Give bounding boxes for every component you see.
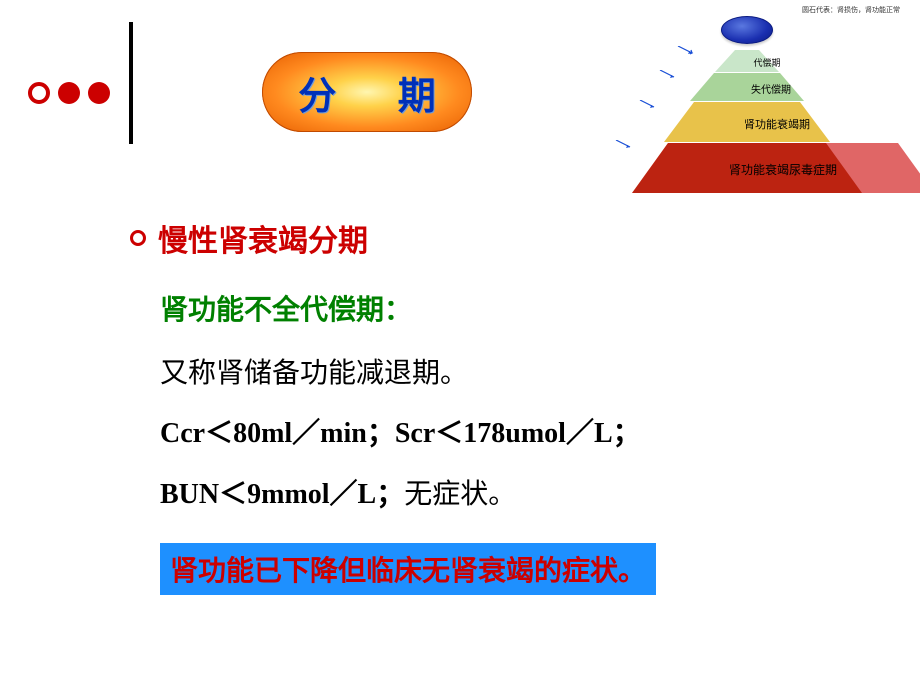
sub-heading: 肾功能不全代偿期： xyxy=(160,288,870,328)
dot-solid xyxy=(58,82,80,104)
dot-solid xyxy=(88,82,110,104)
body-line-2: Ccr＜80ml／min；Scr＜178umol／L； xyxy=(160,416,870,452)
content-block: 慢性肾衰竭分期 肾功能不全代偿期： 又称肾储备功能减退期。 Ccr＜80ml／m… xyxy=(130,216,870,595)
body-line-2b: BUN＜9mmol／L； xyxy=(160,479,404,510)
pyramid-level-1-label: 代偿期 xyxy=(715,56,819,69)
body-line-2a: Ccr＜80ml／min；Scr＜178umol／L； xyxy=(160,418,641,449)
pyramid-level-4-label: 肾功能衰竭尿毒症期 xyxy=(632,161,920,178)
pyramid-level-1: 代偿期 xyxy=(715,50,779,72)
body-line-2c: 无症状。 xyxy=(404,479,516,510)
decor-dots xyxy=(28,82,110,104)
pyramid-diagram: 圆石代表：肾损伤，肾功能正常 代偿期 失代偿期 肾功能衰竭期 肾功能衰竭尿毒症期 xyxy=(592,6,902,216)
arrow-icon xyxy=(638,100,656,110)
body-line-1: 又称肾储备功能减退期。 xyxy=(160,356,870,392)
heading-text: 慢性肾衰竭分期 xyxy=(158,216,368,260)
callout-box: 肾功能已下降但临床无肾衰竭的症状。 xyxy=(160,543,656,595)
pyramid-level-3-label: 肾功能衰竭期 xyxy=(664,116,890,132)
pyramid-top-note: 圆石代表：肾损伤，肾功能正常 xyxy=(802,6,902,14)
heading-row: 慢性肾衰竭分期 xyxy=(130,216,870,260)
arrow-icon xyxy=(676,46,694,56)
arrow-icon xyxy=(614,140,632,150)
slide-title-pill: 分 期 xyxy=(262,52,472,132)
pyramid-level-4: 肾功能衰竭尿毒症期 xyxy=(632,143,862,193)
body-line-3: BUN＜9mmol／L；无症状。 xyxy=(160,477,870,513)
ring-bullet-icon xyxy=(130,230,146,246)
pyramid-level-2: 失代偿期 xyxy=(690,73,804,101)
pyramid-top-oval xyxy=(721,16,773,44)
left-vertical-rule xyxy=(129,22,133,144)
pyramid-level-2-label: 失代偿期 xyxy=(690,81,852,96)
arrow-icon xyxy=(658,70,676,80)
dot-outline xyxy=(28,82,50,104)
pyramid-level-3: 肾功能衰竭期 xyxy=(664,102,830,142)
slide-title: 分 期 xyxy=(272,65,462,120)
